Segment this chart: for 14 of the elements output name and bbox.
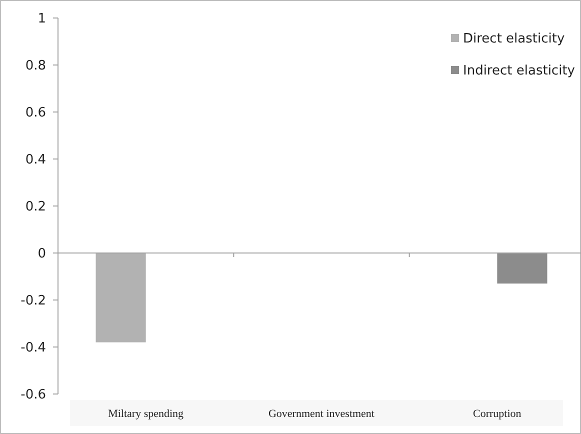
y-tick-label: 0 bbox=[38, 246, 46, 262]
y-tick-label: 1 bbox=[38, 12, 46, 27]
x-tick-label: Government investment bbox=[268, 408, 375, 420]
legend-label: Direct elasticity bbox=[463, 32, 565, 47]
x-tick-label: Miltary spending bbox=[108, 408, 184, 420]
y-tick-label: 0.2 bbox=[25, 200, 46, 215]
y-tick-label: -0.2 bbox=[20, 294, 46, 309]
y-tick-label: 0.8 bbox=[25, 58, 46, 74]
y-tick-label: 0.4 bbox=[25, 152, 46, 168]
y-tick-label: 0.6 bbox=[25, 106, 46, 121]
y-tick-label: -0.4 bbox=[20, 340, 46, 356]
y-tick-label: -0.6 bbox=[20, 388, 46, 403]
x-tick-label: Corruption bbox=[473, 408, 522, 420]
legend-label: Indirect elasticity bbox=[463, 64, 576, 79]
